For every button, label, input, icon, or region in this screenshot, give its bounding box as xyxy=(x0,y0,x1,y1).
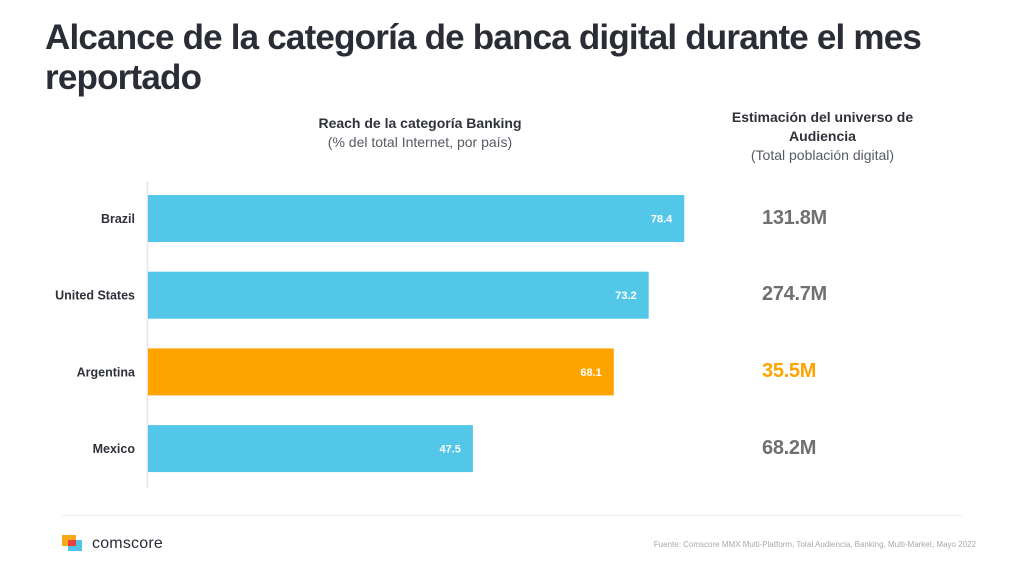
audience-title-line1: Estimación del universo de xyxy=(731,109,914,125)
chart-title: Reach de la categoría Banking xyxy=(318,115,522,131)
bars-group: Brazil 78.4 United States 73.2 Argentina 68.1… xyxy=(55,195,685,473)
audience-value: 131.8M xyxy=(762,206,827,229)
chart-header: Reach de la categoría Banking (% del tot… xyxy=(250,114,590,152)
data-label: 73.2 xyxy=(615,290,636,302)
audience-subtitle: (Total población digital) xyxy=(750,147,895,163)
audience-value: 35.5M xyxy=(762,359,817,382)
data-label: 78.4 xyxy=(651,214,673,226)
bar-argentina xyxy=(148,348,614,396)
footer-divider xyxy=(62,515,962,516)
audience-header: Estimación del universo de Audiencia (To… xyxy=(700,108,945,165)
bar-brazil xyxy=(148,195,685,242)
page-title: Alcance de la categoría de banca digital… xyxy=(45,18,922,97)
comscore-logo: comscore xyxy=(62,534,163,554)
audience-value: 68.2M xyxy=(762,436,817,459)
data-label: 68.1 xyxy=(580,367,601,379)
audience-value: 274.7M xyxy=(762,283,827,306)
bar-mexico xyxy=(148,425,473,473)
data-label: 47.5 xyxy=(439,444,460,456)
comscore-logo-icon xyxy=(62,535,84,553)
bar-united-states xyxy=(148,271,649,319)
source-note: Fuente: Comscore MMX Multi-Platform, Tot… xyxy=(653,540,976,549)
audience-title-line2: Audiencia xyxy=(789,128,856,144)
category-label: Argentina xyxy=(77,365,136,379)
category-label: Mexico xyxy=(93,442,136,456)
logo-text: comscore xyxy=(92,535,163,552)
category-label: United States xyxy=(55,289,135,303)
category-label: Brazil xyxy=(101,212,135,226)
chart-subtitle: (% del total Internet, por país) xyxy=(327,134,513,150)
